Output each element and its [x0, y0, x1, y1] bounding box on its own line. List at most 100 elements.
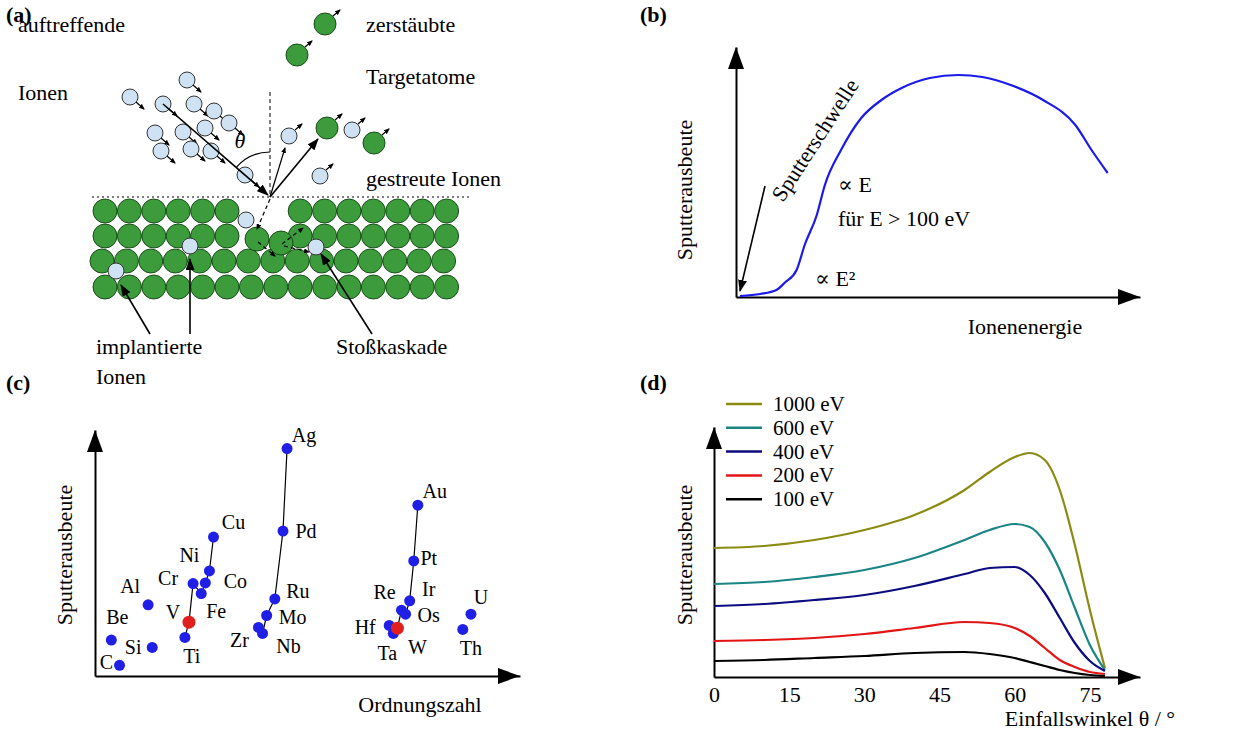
cascade-arrow — [282, 228, 303, 244]
surface-line — [92, 196, 470, 197]
target-atom — [163, 249, 187, 273]
target-atom — [334, 249, 358, 273]
target-atom — [191, 199, 215, 223]
tick-label: 15 — [779, 682, 801, 707]
target-atom — [142, 275, 166, 299]
chart-panel: (c)SputterausbeuteOrdnungszahlBeCAlSiThU… — [6, 370, 521, 717]
target-atom — [117, 199, 141, 223]
data-point — [182, 616, 195, 629]
point-label: Si — [125, 636, 142, 658]
tick: 0 — [709, 677, 720, 707]
tick-label: 0 — [709, 682, 720, 707]
target-atom — [288, 199, 312, 223]
target-atom — [314, 13, 336, 35]
atom-direction — [335, 114, 342, 120]
ion-direction — [136, 102, 144, 109]
data-point — [106, 635, 117, 646]
ion — [108, 263, 124, 279]
axis-arrow — [728, 47, 744, 69]
target-atom — [313, 199, 337, 223]
plot-area — [106, 443, 477, 671]
angle-arc — [236, 152, 270, 167]
axis-line — [95, 431, 97, 677]
x-axis — [96, 676, 521, 677]
target-atom — [117, 275, 141, 299]
atom-direction — [305, 41, 312, 47]
legend: 1000 eV600 eV400 eV200 eV100 eV — [726, 392, 845, 511]
data-line — [714, 652, 1105, 676]
ion — [153, 143, 169, 159]
ion-direction — [326, 164, 333, 170]
data-point — [204, 565, 215, 576]
target-atom — [239, 275, 263, 299]
data-point — [391, 622, 404, 635]
target-atom — [316, 117, 338, 139]
ion-direction — [193, 85, 201, 92]
legend-label: 1000 eV — [773, 392, 845, 416]
target-atom — [432, 249, 456, 273]
legend-swatch — [726, 474, 762, 477]
data-point — [208, 532, 219, 543]
ion — [312, 168, 328, 184]
incident-arrow — [163, 104, 268, 195]
angle-label: θ — [235, 128, 246, 153]
atom-direction — [333, 10, 340, 16]
axis-line — [737, 297, 1141, 299]
target-atom — [215, 275, 239, 299]
data-point — [269, 593, 280, 604]
legend-label: 100 eV — [773, 487, 834, 511]
target-atom — [358, 249, 382, 273]
tick: 30 — [854, 677, 876, 707]
point-label: Co — [224, 570, 247, 592]
ion-direction — [295, 124, 302, 130]
y-axis-title: Sputterausbeute — [672, 120, 697, 261]
legend-label: 200 eV — [773, 463, 834, 487]
cascade-label-line: Stoßkaskade — [336, 334, 447, 359]
y-axis — [736, 48, 737, 298]
tick: 60 — [1004, 677, 1026, 707]
x-axis — [737, 297, 1141, 298]
target-atom — [361, 275, 385, 299]
incident-label: auftreffendeIonen — [18, 12, 125, 105]
ion — [122, 89, 138, 105]
point-label: W — [408, 636, 427, 658]
point-label: Ru — [286, 580, 309, 602]
target-atom — [264, 275, 288, 299]
figure: (a)θauftreffendeIonenzerstäubteTargetato… — [0, 0, 1239, 740]
axis-arrow — [1118, 289, 1140, 305]
scatter-arrow — [270, 148, 285, 197]
incident-label-line: Ionen — [18, 80, 68, 105]
axis-line — [96, 676, 521, 678]
ion — [344, 122, 360, 138]
ion-direction — [358, 118, 365, 124]
data-point — [114, 660, 125, 671]
target-atom — [337, 199, 361, 223]
target-atom — [286, 44, 308, 66]
point-label: Pd — [295, 520, 316, 542]
target-atom — [215, 199, 239, 223]
sputter-arrow — [270, 139, 318, 197]
ion — [206, 103, 222, 119]
target-atom — [93, 224, 117, 248]
panel-letter: (b) — [640, 2, 667, 27]
legend-swatch — [726, 450, 762, 453]
target-atom — [383, 249, 407, 273]
scattered-label: gestreute Ionen — [366, 166, 501, 191]
annotation: ∝ E — [838, 172, 872, 197]
ion — [186, 96, 202, 112]
point-label: Th — [460, 637, 482, 659]
data-point — [457, 624, 468, 635]
legend-swatch — [726, 427, 762, 430]
target-atom — [361, 199, 385, 223]
ion — [147, 125, 163, 141]
point-label: C — [100, 651, 113, 673]
scattered-label-line: gestreute Ionen — [366, 166, 501, 191]
annotation: ∝ E² — [815, 266, 856, 291]
point-label: Ni — [179, 544, 199, 566]
target-atom — [410, 224, 434, 248]
axis-line — [715, 677, 1141, 679]
point-label: Al — [120, 575, 140, 597]
cascade-arrow — [257, 199, 270, 229]
target-atom — [410, 275, 434, 299]
target-atom — [269, 231, 293, 255]
